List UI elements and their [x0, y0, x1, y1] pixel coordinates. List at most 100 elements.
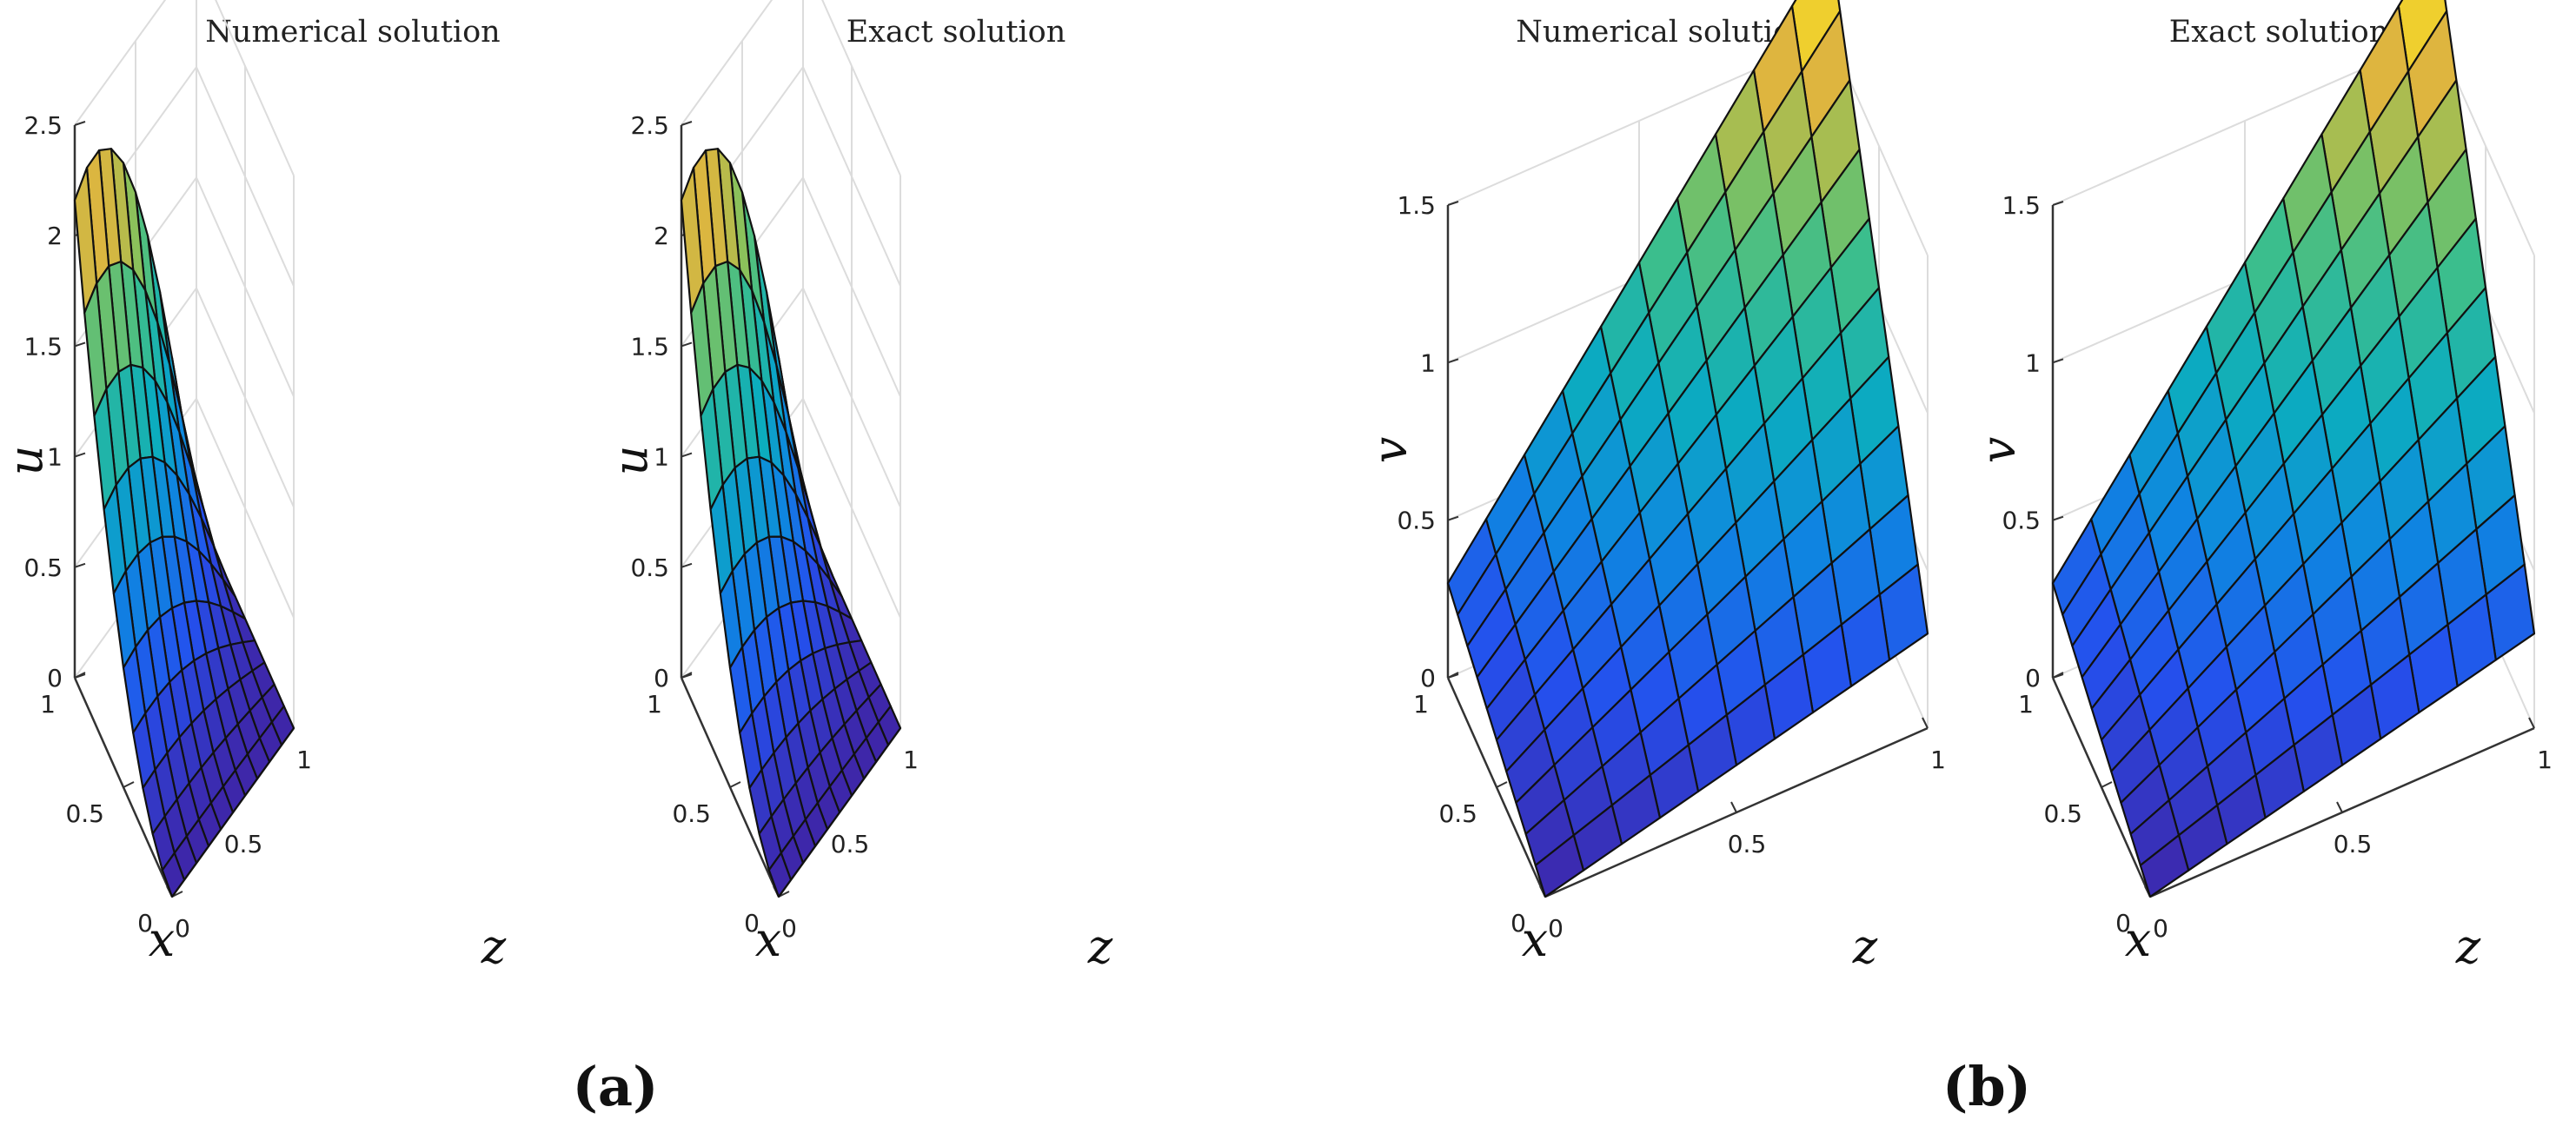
surface — [2051, 0, 2536, 898]
z-tick-label: 2 — [47, 222, 63, 250]
y-tick-mark — [2528, 717, 2535, 729]
zlabel: u — [0, 446, 53, 476]
subplot-title: Exact solution — [2169, 15, 2389, 50]
y-tick-label: 0 — [2153, 914, 2168, 943]
z-tick-label: 0 — [2025, 664, 2041, 693]
z-tick-label: 1 — [1420, 348, 1436, 377]
x-tick-label: 0 — [2115, 909, 2131, 938]
surface — [1446, 0, 1929, 898]
z-tick-mark — [681, 562, 693, 568]
x-tick-label: 1 — [1413, 690, 1429, 719]
z-tick-label: 1 — [47, 443, 63, 472]
x-tick-label: 1 — [2018, 690, 2034, 719]
x-tick-label: 0 — [137, 909, 153, 938]
z-tick-label: 1.5 — [2002, 191, 2041, 220]
y-tick-label: 0.5 — [831, 830, 870, 858]
y-tick-label: 1 — [903, 746, 919, 774]
y-tick-label: 0.5 — [1728, 830, 1767, 858]
y-tick-label: 0.5 — [2334, 830, 2373, 858]
x-tick-label: 0.5 — [1438, 799, 1477, 828]
ylabel: z — [1852, 919, 1878, 974]
x-tick-label: 1 — [40, 690, 56, 719]
z-tick-mark — [74, 121, 86, 126]
x-tick-mark — [123, 781, 135, 788]
ylabel: z — [481, 919, 507, 974]
y-tick-mark — [2336, 801, 2343, 813]
subplot-a-exact: Exact solution u x z 00.511.522.500.5100… — [603, 0, 1113, 974]
z-tick-mark — [74, 452, 86, 458]
z-tick-label: 0.5 — [23, 553, 63, 582]
surface-cell — [767, 852, 793, 898]
x-tick-mark — [681, 672, 693, 679]
panel-label-a: (a) — [573, 1055, 659, 1118]
z-tick-mark — [74, 341, 86, 348]
subplot-title: Numerical solution — [1516, 15, 1810, 50]
xlabel: x — [149, 912, 175, 967]
z-tick-mark — [1447, 515, 1459, 521]
z-tick-label: 0.5 — [630, 553, 669, 582]
x-tick-label: 1 — [647, 690, 662, 719]
panel-label-b: (b) — [1942, 1055, 2031, 1118]
x-tick-label: 0 — [1510, 909, 1526, 938]
xlabel: x — [755, 912, 781, 967]
z-tick-label: 2.5 — [630, 111, 669, 140]
surface-cell — [161, 852, 186, 898]
xlabel: x — [1522, 912, 1548, 967]
y-tick-label: 0 — [1548, 914, 1564, 943]
z-tick-label: 1.5 — [23, 332, 63, 361]
y-tick-label: 0.5 — [224, 830, 263, 858]
z-tick-label: 0 — [1420, 664, 1436, 693]
z-tick-label: 0.5 — [1397, 507, 1436, 535]
subplot-title: Exact solution — [846, 15, 1066, 50]
y-tick-label: 1 — [2537, 746, 2553, 774]
x-tick-label: 0.5 — [672, 799, 711, 828]
surface — [680, 148, 902, 898]
zlabel: v — [1363, 437, 1417, 464]
z-tick-label: 1.5 — [630, 332, 669, 361]
z-tick-label: 0 — [654, 664, 669, 693]
z-tick-mark — [1447, 358, 1459, 364]
z-tick-mark — [2052, 201, 2064, 206]
grid-line — [681, 0, 901, 176]
x-tick-mark — [2101, 781, 2113, 788]
z-tick-mark — [681, 341, 693, 348]
z-tick-mark — [2052, 515, 2064, 521]
zlabel: u — [603, 446, 658, 476]
y-tick-label: 0 — [781, 914, 797, 943]
y-tick-mark — [1922, 717, 1929, 729]
ylabel: z — [1087, 919, 1113, 974]
zlabel: v — [1971, 437, 2026, 464]
z-tick-label: 0 — [47, 664, 63, 693]
z-tick-mark — [681, 121, 693, 126]
x-tick-mark — [74, 672, 86, 679]
x-tick-mark — [729, 781, 741, 788]
subplot-a-numerical: Numerical solution u x z 0 0.5 1 1.5 2 2.5 0 0.… — [0, 0, 507, 974]
z-tick-label: 2 — [654, 222, 669, 250]
y-tick-mark — [1730, 801, 1737, 813]
x-tick-label: 0.5 — [2043, 799, 2082, 828]
grid-line — [74, 0, 295, 176]
surface-cell — [2139, 834, 2190, 898]
subplot-title: Numerical solution — [205, 15, 500, 50]
x-tick-mark — [1496, 781, 1508, 788]
z-tick-label: 1 — [2025, 348, 2041, 377]
z-tick-mark — [2052, 358, 2064, 364]
x-tick-mark — [1447, 672, 1459, 679]
x-tick-label: 0.5 — [65, 799, 104, 828]
x-tick-mark — [2052, 672, 2064, 679]
y-tick-label: 1 — [1930, 746, 1946, 774]
z-tick-mark — [681, 452, 693, 458]
y-tick-label: 1 — [296, 746, 312, 774]
z-tick-label: 2.5 — [23, 111, 63, 140]
z-tick-label: 0.5 — [2002, 507, 2041, 535]
xlabel: x — [2125, 912, 2151, 967]
x-tick-label: 0 — [744, 909, 760, 938]
z-tick-label: 1 — [654, 443, 669, 472]
z-tick-mark — [74, 562, 86, 568]
subplot-b-numerical: Numerical solution v x z 00.511.500.5100… — [1363, 0, 1946, 974]
